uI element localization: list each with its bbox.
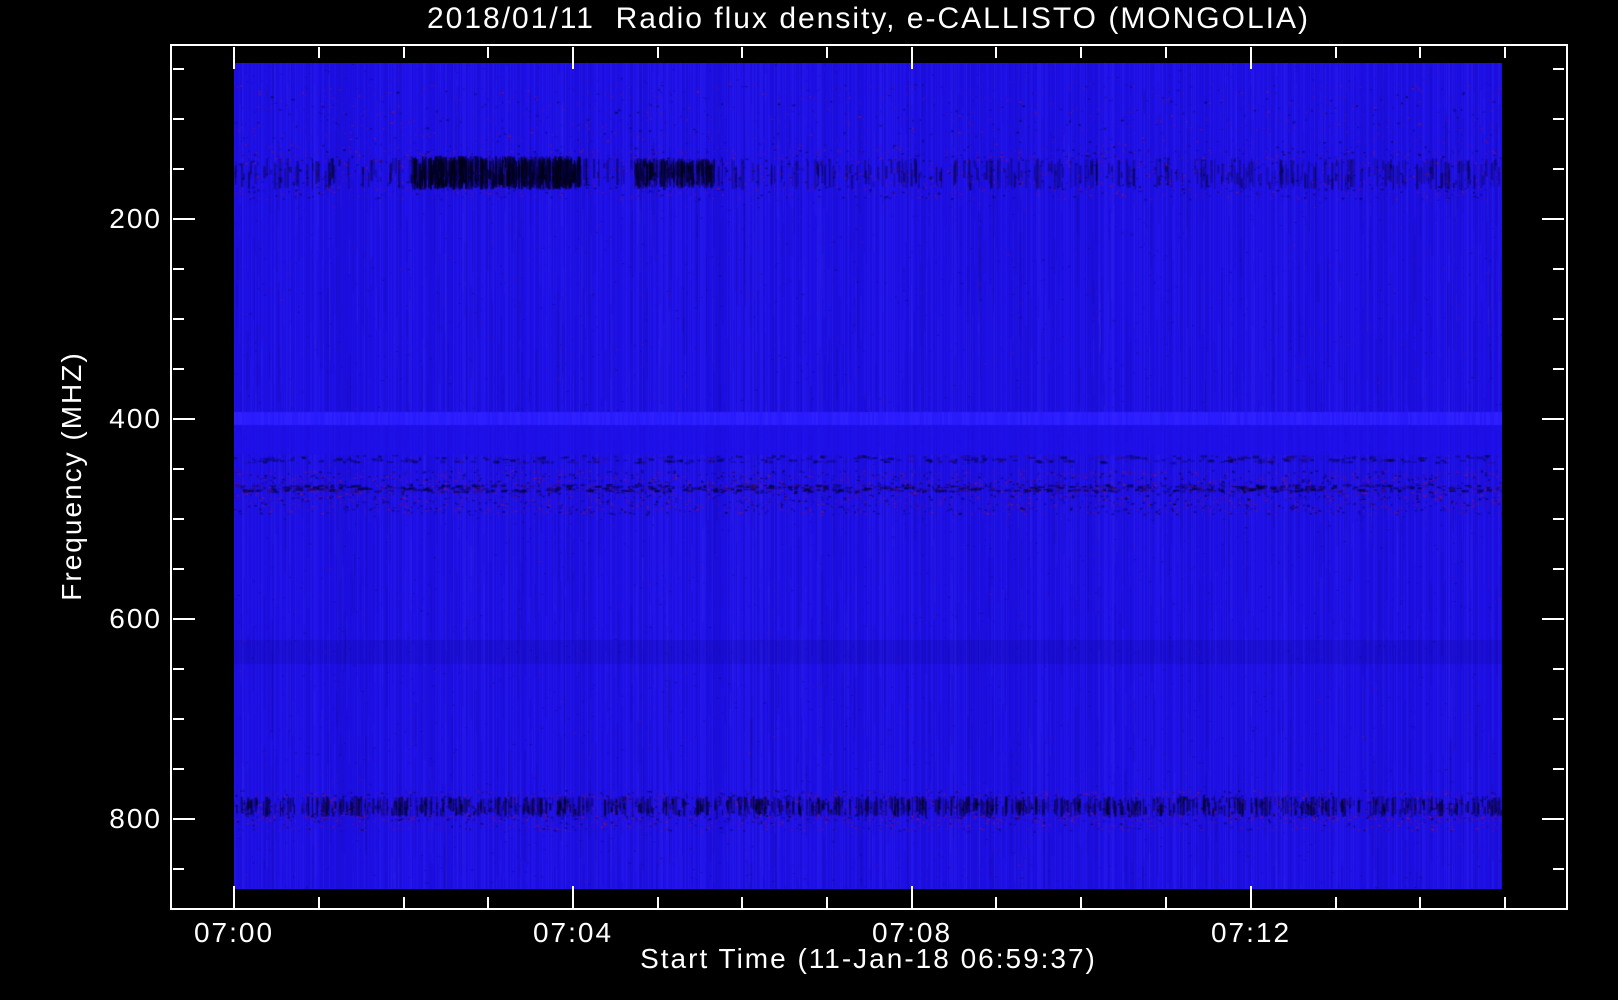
x-major-tick-top — [911, 47, 913, 69]
y-major-tick-right — [1542, 218, 1564, 220]
x-minor-tick — [487, 897, 489, 908]
y-minor-tick-right — [1553, 68, 1564, 70]
y-minor-tick — [173, 68, 184, 70]
spectrogram-canvas — [234, 63, 1502, 889]
x-major-tick — [1250, 886, 1252, 908]
x-minor-tick-top — [318, 47, 320, 58]
y-minor-tick-right — [1553, 168, 1564, 170]
y-minor-tick — [173, 368, 184, 370]
x-minor-tick-top — [487, 47, 489, 58]
x-tick-label: 07:08 — [871, 917, 953, 948]
y-minor-tick — [173, 718, 184, 720]
x-major-tick-top — [233, 47, 235, 69]
y-major-tick — [173, 618, 195, 620]
y-minor-tick — [173, 318, 184, 320]
x-major-tick — [911, 886, 913, 908]
y-major-tick — [173, 418, 195, 420]
y-tick-label: 400 — [109, 403, 162, 434]
y-minor-tick-right — [1553, 318, 1564, 320]
y-minor-tick — [173, 168, 184, 170]
y-minor-tick-right — [1553, 668, 1564, 670]
y-tick-label: 800 — [109, 803, 162, 834]
y-minor-tick — [173, 768, 184, 770]
y-minor-tick — [173, 668, 184, 670]
x-minor-tick — [1419, 897, 1421, 908]
y-minor-tick-right — [1553, 118, 1564, 120]
y-minor-tick-right — [1553, 568, 1564, 570]
y-major-tick-right — [1542, 418, 1564, 420]
y-minor-tick — [173, 118, 184, 120]
x-minor-tick-top — [1335, 47, 1337, 58]
x-minor-tick-top — [741, 47, 743, 58]
y-minor-tick-right — [1553, 518, 1564, 520]
x-tick-label: 07:12 — [1210, 917, 1292, 948]
x-minor-tick-top — [657, 47, 659, 58]
x-minor-tick-top — [826, 47, 828, 58]
y-minor-tick-right — [1553, 468, 1564, 470]
x-major-tick — [572, 886, 574, 908]
x-minor-tick — [403, 897, 405, 908]
x-minor-tick-top — [403, 47, 405, 58]
x-major-tick — [233, 886, 235, 908]
y-major-tick-right — [1542, 818, 1564, 820]
x-minor-tick — [826, 897, 828, 908]
x-tick-label: 07:04 — [532, 917, 614, 948]
plot-title: 2018/01/11 Radio flux density, e-CALLIST… — [426, 2, 1310, 35]
x-minor-tick — [1335, 897, 1337, 908]
plot-frame — [170, 44, 1568, 910]
x-minor-tick — [1080, 897, 1082, 908]
x-minor-tick-top — [1080, 47, 1082, 58]
y-major-tick-right — [1542, 618, 1564, 620]
y-minor-tick-right — [1553, 268, 1564, 270]
x-minor-tick-top — [1419, 47, 1421, 58]
x-minor-tick-top — [1504, 47, 1506, 58]
y-minor-tick-right — [1553, 868, 1564, 870]
y-minor-tick — [173, 868, 184, 870]
y-minor-tick — [173, 568, 184, 570]
x-major-tick-top — [572, 47, 574, 69]
x-minor-tick — [657, 897, 659, 908]
x-major-tick-top — [1250, 47, 1252, 69]
y-minor-tick — [173, 268, 184, 270]
y-tick-label: 600 — [109, 603, 162, 634]
y-minor-tick-right — [1553, 768, 1564, 770]
x-tick-label: 07:00 — [193, 917, 275, 948]
y-minor-tick-right — [1553, 368, 1564, 370]
x-minor-tick — [1165, 897, 1167, 908]
y-minor-tick — [173, 468, 184, 470]
x-minor-tick-top — [995, 47, 997, 58]
x-minor-tick — [995, 897, 997, 908]
y-minor-tick-right — [1553, 718, 1564, 720]
x-minor-tick — [318, 897, 320, 908]
x-minor-tick — [741, 897, 743, 908]
x-minor-tick-top — [1165, 47, 1167, 58]
y-major-tick — [173, 218, 195, 220]
y-minor-tick — [173, 518, 184, 520]
y-axis-label: Frequency (MHZ) — [56, 351, 87, 601]
y-major-tick — [173, 818, 195, 820]
x-axis-label: Start Time (11-Jan-18 06:59:37) — [640, 943, 1097, 974]
x-minor-tick — [1504, 897, 1506, 908]
y-tick-label: 200 — [109, 203, 162, 234]
